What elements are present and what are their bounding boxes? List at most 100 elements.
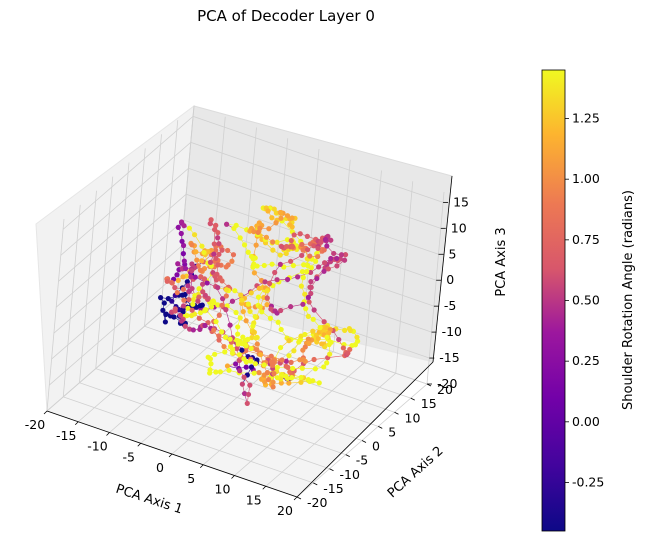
data-point: [311, 243, 317, 249]
colorbar-tick-label: 0.00: [572, 414, 600, 429]
data-point: [270, 239, 276, 245]
data-point: [289, 244, 296, 250]
data-point: [271, 370, 277, 377]
data-point: [319, 341, 325, 347]
data-point: [277, 252, 283, 258]
data-point: [169, 279, 175, 286]
data-point: [277, 209, 283, 216]
x-tick-mark: [106, 432, 110, 436]
data-point: [208, 217, 214, 223]
grid-lines: [46, 105, 445, 498]
y-tick-label: -20: [307, 495, 327, 510]
grid-line: [62, 115, 444, 230]
trajectory-segment: [327, 355, 345, 359]
data-point: [185, 305, 191, 311]
data-point: [234, 346, 240, 352]
data-point: [200, 281, 206, 287]
data-point: [315, 245, 321, 251]
x-axis-label: PCA Axis 1: [114, 482, 185, 518]
data-point: [207, 259, 214, 265]
data-point: [305, 377, 311, 383]
data-point: [207, 221, 213, 227]
data-point: [324, 334, 330, 340]
data-point: [245, 249, 251, 255]
data-point: [175, 277, 181, 283]
data-point: [279, 243, 285, 250]
data-point: [289, 215, 295, 221]
y-axis-line: [296, 361, 434, 498]
data-point: [261, 262, 267, 269]
data-point: [299, 269, 306, 275]
data-point: [259, 309, 265, 315]
data-point: [257, 225, 263, 231]
data-point: [274, 364, 280, 370]
y-tick-mark: [378, 426, 383, 429]
data-point: [244, 400, 250, 407]
data-point: [321, 247, 327, 253]
data-point: [256, 370, 262, 376]
z-tick-label: 5: [448, 246, 456, 261]
data-point: [163, 311, 169, 317]
data-point: [278, 380, 284, 386]
data-point: [189, 268, 195, 274]
grid-line: [53, 219, 435, 334]
data-point: [248, 345, 254, 352]
data-point: [325, 266, 331, 272]
data-point: [307, 253, 313, 259]
data-point: [226, 367, 232, 373]
data-point: [308, 279, 314, 285]
data-point: [205, 296, 211, 302]
data-point: [229, 346, 236, 352]
data-point: [284, 237, 290, 243]
data-point: [181, 297, 187, 303]
data-point: [180, 292, 186, 298]
data-point: [229, 298, 236, 304]
data-point: [261, 362, 267, 368]
data-point: [315, 253, 321, 260]
data-point: [265, 376, 272, 383]
data-point: [264, 295, 270, 301]
data-point: [304, 233, 310, 239]
data-point: [215, 284, 221, 291]
data-point: [257, 304, 263, 310]
data-point: [285, 364, 291, 370]
data-point: [304, 269, 310, 275]
data-point: [243, 364, 249, 370]
data-point: [215, 262, 221, 268]
data-point: [172, 285, 178, 291]
data-point: [224, 363, 231, 369]
data-point: [253, 242, 259, 248]
data-point: [289, 374, 295, 381]
z-tick-label: -20: [437, 376, 457, 391]
data-point: [266, 226, 272, 232]
data-point: [303, 306, 309, 312]
data-point: [241, 242, 248, 248]
data-point: [231, 225, 237, 232]
y-axis-label: PCA Axis 2: [385, 444, 447, 502]
data-point: [342, 327, 348, 333]
data-point: [189, 242, 195, 248]
data-point: [255, 294, 262, 300]
data-point: [328, 339, 334, 345]
data-point: [230, 252, 237, 258]
data-point: [277, 344, 284, 351]
data-point: [298, 379, 304, 385]
data-point: [268, 353, 274, 359]
z-tick-label: 0: [446, 272, 454, 287]
data-point: [208, 304, 215, 310]
data-point: [197, 267, 204, 273]
data-point: [286, 353, 292, 359]
data-point: [219, 329, 225, 335]
data-point: [298, 374, 304, 381]
data-point: [250, 264, 256, 270]
data-point: [239, 381, 245, 387]
data-point: [215, 229, 221, 236]
data-point: [269, 362, 276, 368]
z-tick-label: 15: [453, 194, 469, 209]
data-point: [248, 290, 254, 296]
data-point: [225, 247, 231, 254]
data-point: [233, 309, 239, 316]
data-point: [222, 349, 228, 355]
y-tick-mark: [329, 468, 334, 472]
data-point: [264, 302, 270, 308]
